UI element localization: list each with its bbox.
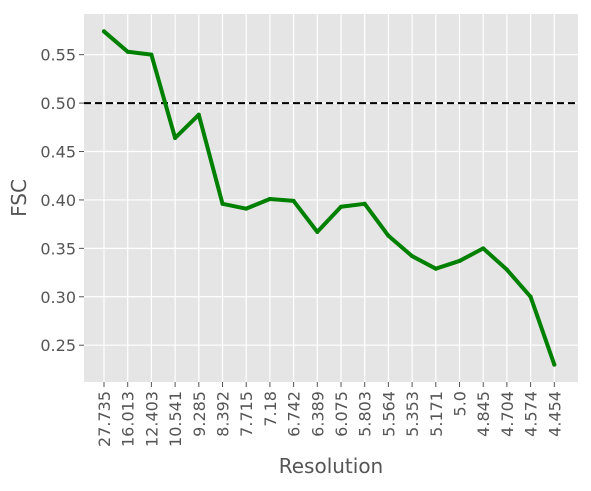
data-point: [244, 206, 249, 211]
x-tick-label: 16.013: [119, 391, 138, 447]
data-point: [315, 229, 320, 234]
y-tick-labels: 0.25 0.30 0.35 0.40 0.45 0.50 0.55: [40, 46, 84, 355]
x-tick-label: 7.18: [261, 391, 280, 427]
x-axis-label: Resolution: [279, 454, 384, 478]
y-tick-label: 0.50: [40, 94, 76, 113]
series-layer: [102, 29, 557, 367]
y-tick-label: 0.55: [40, 46, 76, 65]
x-tick-label: 7.715: [237, 391, 256, 437]
data-point: [339, 204, 343, 209]
x-tick-label: 27.735: [95, 391, 114, 447]
y-tick-label: 0.35: [40, 239, 76, 258]
x-tick-label: 6.075: [332, 391, 351, 437]
x-tick-label: 5.353: [403, 391, 422, 437]
x-tick-label: 5.564: [379, 391, 398, 437]
data-point: [291, 198, 296, 203]
x-tick-label: 5.803: [356, 391, 375, 437]
data-point: [504, 267, 509, 272]
data-point: [386, 233, 391, 238]
x-tick-label: 4.704: [498, 391, 517, 437]
x-tick-label: 4.845: [474, 391, 493, 437]
data-point: [457, 258, 462, 263]
data-point: [481, 246, 486, 251]
data-point: [125, 49, 130, 54]
data-point: [173, 135, 178, 140]
x-tick-label: 6.742: [285, 391, 304, 437]
data-point: [433, 266, 438, 271]
y-tick-label: 0.40: [40, 191, 76, 210]
x-tick-label: 6.389: [308, 391, 327, 437]
plot-area: [84, 14, 578, 382]
x-tick-label: 9.285: [190, 391, 209, 437]
y-tick-label: 0.45: [40, 143, 76, 162]
x-tick-label: 8.392: [214, 391, 233, 437]
data-point: [528, 294, 533, 299]
data-point: [410, 254, 415, 259]
data-point: [220, 201, 225, 206]
data-point: [196, 112, 201, 117]
data-point: [362, 201, 367, 206]
x-tick-label: 4.574: [522, 391, 541, 437]
y-tick-label: 0.30: [40, 288, 76, 307]
data-point: [102, 29, 106, 34]
data-point: [149, 52, 154, 57]
data-point: [552, 362, 557, 367]
x-tick-label: 10.541: [166, 391, 185, 447]
x-tick-label: 5.171: [427, 391, 446, 437]
x-tick-label: 4.454: [545, 391, 564, 437]
fsc-series-line: [102, 29, 557, 367]
x-tick-labels: 27.735 16.013 12.403 10.541 9.285 8.392 7.715 7…: [95, 382, 564, 447]
data-point: [267, 196, 272, 201]
x-tick-label: 12.403: [142, 391, 161, 447]
y-axis-label: FSC: [7, 179, 31, 217]
y-tick-label: 0.25: [40, 336, 76, 355]
x-tick-label: 5.0: [451, 391, 470, 416]
